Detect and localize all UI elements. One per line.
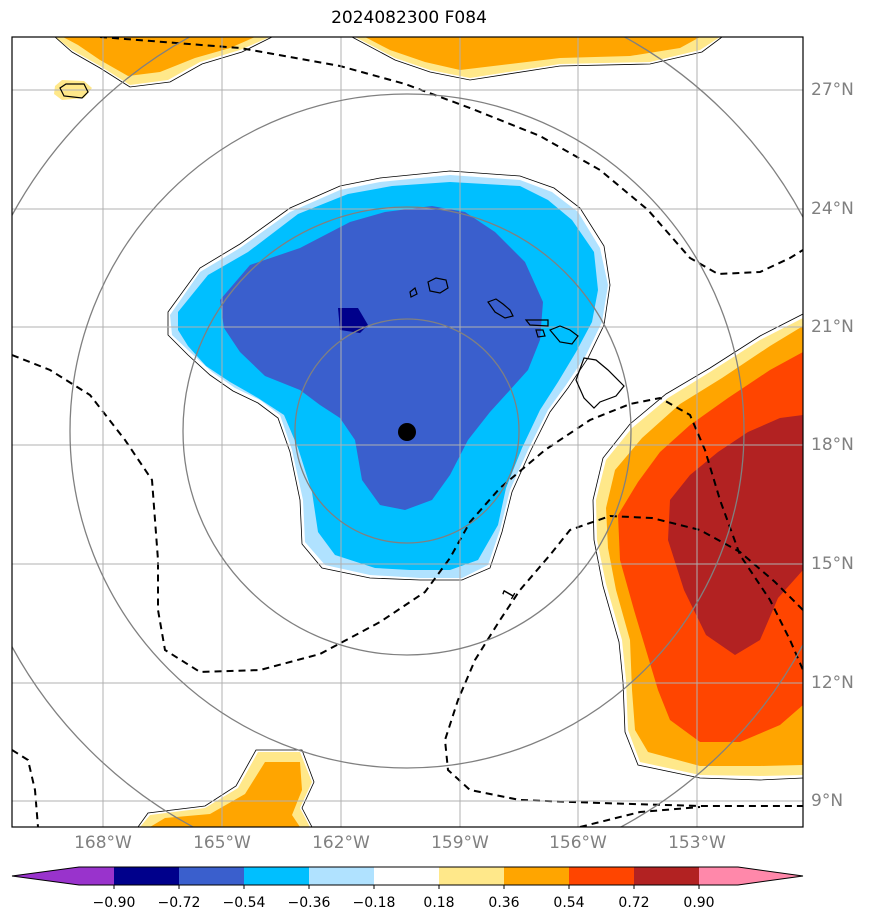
island-molokai — [524, 319, 549, 327]
lat-label: 21°N — [811, 317, 854, 337]
positive-anomaly-right — [596, 318, 803, 776]
lon-label: 153°W — [668, 833, 726, 853]
island-niihau — [409, 286, 418, 298]
lon-label: 168°W — [74, 833, 132, 853]
positive-anomaly-bottom-left — [140, 752, 312, 827]
colorbar-tick-label: 0.54 — [553, 895, 585, 911]
lat-lon-grid — [12, 37, 803, 827]
island-lanai — [535, 329, 546, 338]
lat-label: 27°N — [811, 80, 854, 100]
map-title: 2024082300 F084 — [331, 8, 487, 28]
lat-label: 9°N — [811, 791, 844, 811]
lon-label: 156°W — [549, 833, 607, 853]
storm-center-marker — [398, 423, 416, 441]
dashed-contours — [12, 37, 803, 827]
colorbar-tick-label: −0.72 — [157, 895, 201, 911]
lon-label: 159°W — [431, 833, 489, 853]
coastlines — [59, 83, 625, 409]
negative-anomaly-center — [170, 175, 608, 578]
island-northwest — [59, 83, 89, 99]
range-rings — [12, 37, 803, 827]
colorbar-tick-label: −0.90 — [92, 895, 136, 911]
colorbar-tick-label: 0.18 — [423, 895, 455, 911]
lat-label: 24°N — [811, 199, 854, 219]
colorbar — [11, 866, 804, 889]
colorbar-tick-label: −0.18 — [352, 895, 396, 911]
positive-anomaly-top-left — [55, 37, 270, 85]
lat-label: 12°N — [811, 673, 854, 693]
lat-label: 15°N — [811, 554, 854, 574]
colorbar-tick-label: −0.54 — [222, 895, 266, 911]
map-frame — [11, 36, 804, 828]
lat-label: 18°N — [811, 435, 854, 455]
colorbar-tick-label: −0.36 — [287, 895, 331, 911]
map-panel: 1 — [12, 37, 803, 827]
positive-anomaly-top-center — [355, 37, 720, 78]
island-oahu — [487, 298, 514, 319]
colorbar-extend-high — [738, 867, 803, 885]
island-hawaii — [575, 357, 625, 409]
colorbar-tick-label: 0.90 — [683, 895, 715, 911]
colorbar-tick-label: 0.72 — [618, 895, 650, 911]
lon-label: 165°W — [193, 833, 251, 853]
island-kauai — [427, 277, 449, 294]
island-maui — [549, 325, 579, 345]
colorbar-extend-low — [12, 867, 79, 885]
lon-label: 162°W — [312, 833, 370, 853]
colorbar-tick-label: 0.36 — [488, 895, 520, 911]
contour-outlines — [54, 37, 803, 827]
